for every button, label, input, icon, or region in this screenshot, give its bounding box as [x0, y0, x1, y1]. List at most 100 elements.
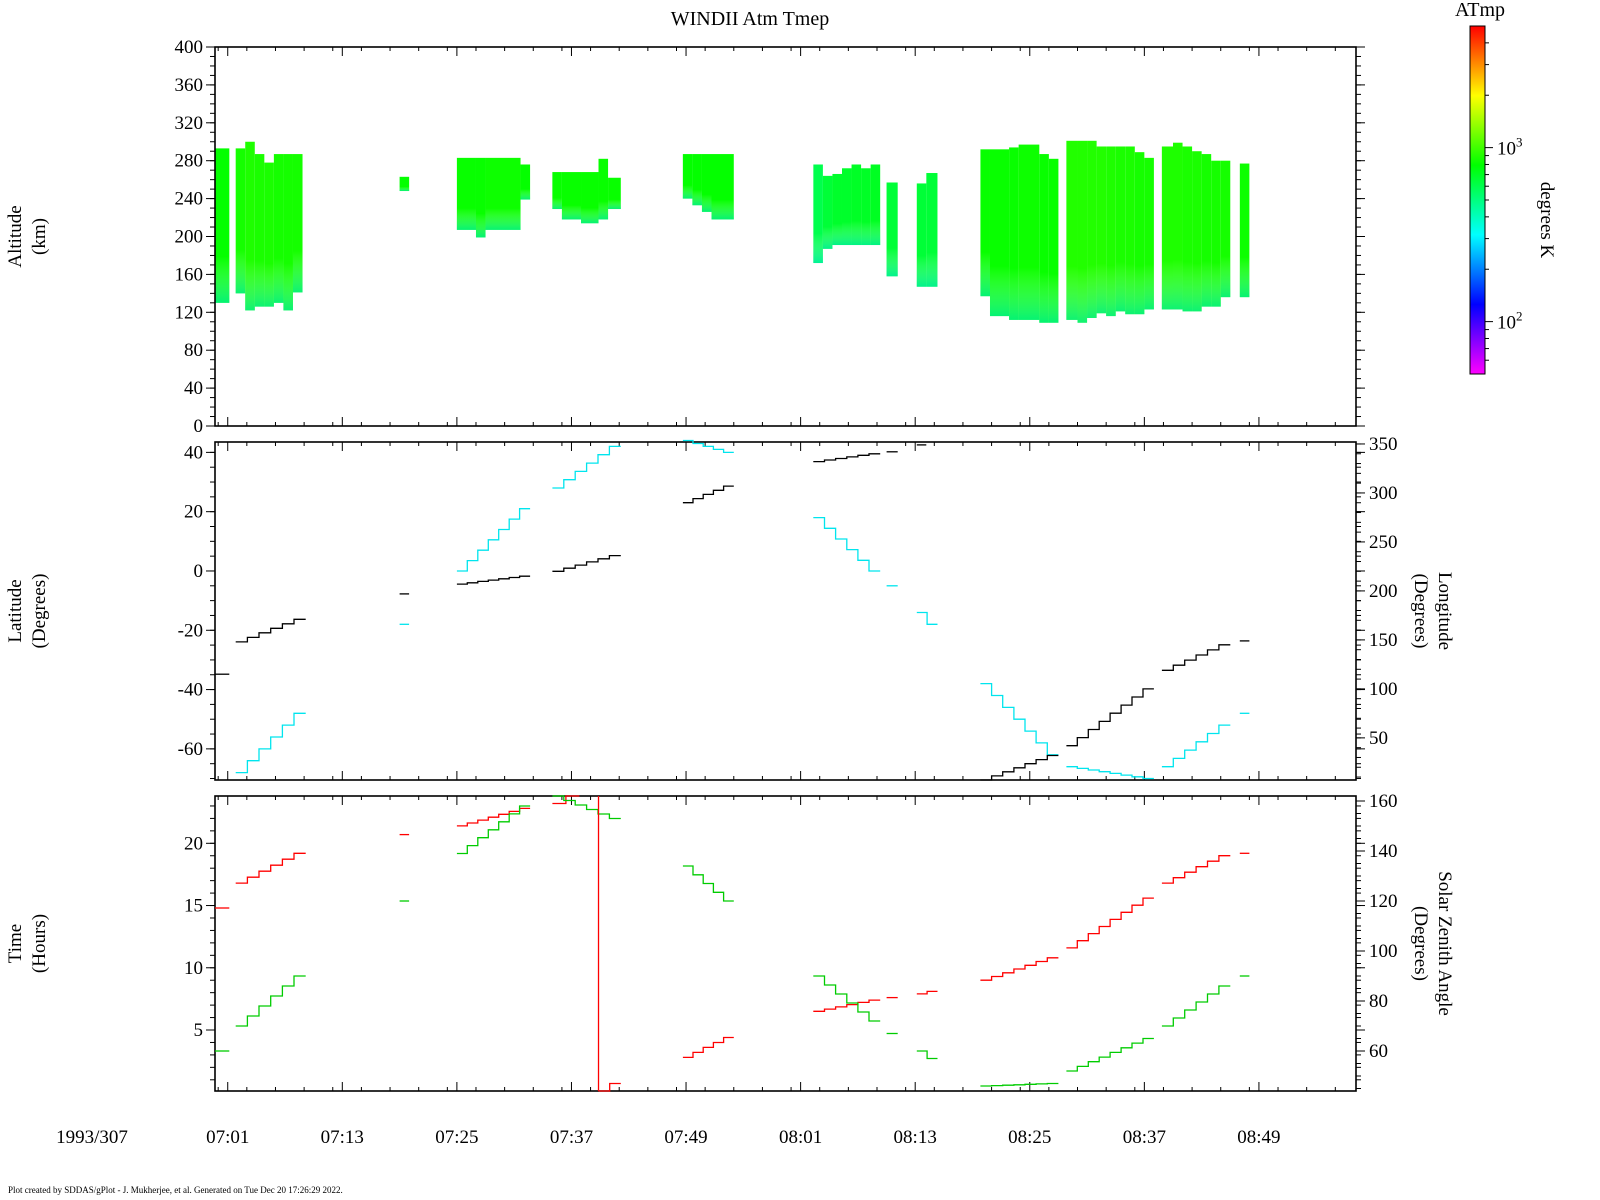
x-tick-label: 08:01 [779, 1127, 822, 1148]
heat-cell-shade [1134, 152, 1145, 315]
heat-cell-shade [1211, 160, 1221, 307]
colorbar-tick-exp: 3 [1516, 135, 1523, 150]
heat-cell-shade [822, 175, 833, 249]
latitude-trace [813, 516, 881, 572]
heat-cell-shade [1087, 140, 1097, 318]
colorbar-tick-base: 10 [1497, 139, 1516, 160]
heat-cell-shade [1125, 146, 1135, 315]
axis-label: Time (Hours) [5, 914, 50, 973]
date-label: 1993/307 [56, 1127, 128, 1148]
y-tick-label: 240 [175, 189, 204, 210]
y2-tick-label: 120 [1369, 891, 1398, 912]
latitude-trace [980, 682, 1059, 756]
heat-cell-shade [1182, 146, 1193, 312]
sza-trace [682, 865, 734, 902]
y2-tick-label: 350 [1369, 434, 1398, 455]
colorbar-title: ATmp [1455, 0, 1505, 21]
axis-label: Altitude (km) [5, 205, 50, 267]
colorbar-bar [1469, 25, 1486, 375]
local-time-trace [456, 807, 531, 827]
y2-tick-label: 200 [1369, 581, 1398, 602]
longitude-trace [552, 554, 621, 572]
y-tick-label: 15 [184, 896, 203, 917]
y-tick-label: 0 [194, 561, 204, 582]
latitude-panel: 40200-20-40-6035030025020015010050Latitu… [5, 434, 1455, 781]
latitude-trace [456, 508, 531, 572]
plot-frame [214, 795, 1357, 1092]
heat-cell-shade [1239, 163, 1250, 298]
axis-label: Solar Zenith Angle(Degrees) [1410, 871, 1455, 1016]
local-time-trace [598, 1082, 621, 1092]
heat-cell-shade [245, 141, 255, 311]
y-tick-label: 200 [175, 227, 204, 248]
axis-label: Longitude(Degrees) [1410, 572, 1455, 650]
time-axis: 07:01 07:13 07:25 07:37 07:49 08:01 08:13 08:25… [206, 1127, 1280, 1148]
heat-cell-shade [916, 183, 927, 287]
heat-cell-shade [1115, 146, 1126, 312]
sza-trace [980, 1082, 1059, 1087]
heat-cell-shade [254, 154, 265, 307]
local-time-trace [235, 852, 306, 884]
heat-cell-shade [608, 177, 621, 210]
heat-cell-shade [1144, 157, 1154, 310]
y2-tick-label: 100 [1369, 941, 1398, 962]
heat-cell-shade [1009, 147, 1019, 320]
heat-cell-shade [682, 154, 693, 199]
y-tick-label: -40 [178, 680, 203, 701]
heat-cell-shade [235, 148, 246, 294]
heat-cell-shade [980, 149, 990, 297]
heat-cell-shade [485, 157, 521, 230]
latitude-trace [552, 445, 621, 489]
y-tick-label: -60 [178, 739, 203, 760]
sza-trace [235, 975, 306, 1027]
colorbar-tick-label: 102 [1497, 309, 1523, 334]
longitude-trace [682, 485, 734, 504]
sza-trace [916, 1050, 938, 1060]
heat-cell-shade [1066, 140, 1078, 320]
y-tick-label: 20 [184, 833, 203, 854]
heat-cell-shade [399, 176, 410, 192]
y-tick-label: 280 [175, 151, 204, 172]
y2-tick-label: 60 [1369, 1041, 1388, 1062]
colorbar-label: degrees K [1536, 182, 1557, 259]
axis-label-line: Time [5, 924, 26, 963]
heat-cell-shade [475, 157, 486, 238]
y-tick-label: 20 [184, 502, 203, 523]
heat-cell-shade [841, 168, 852, 246]
sza-trace [552, 795, 621, 820]
y-tick-label: 320 [175, 113, 204, 134]
y2-tick-label: 100 [1369, 679, 1398, 700]
axis-label-line: Altitude [5, 205, 26, 267]
colorbar-tick-label: 103 [1497, 135, 1523, 160]
y2-tick-label: 50 [1369, 728, 1388, 749]
heat-cell-shade [851, 164, 862, 246]
local-time-trace [916, 990, 938, 995]
y-tick-label: 40 [184, 378, 203, 399]
heat-cell-shade [1106, 146, 1116, 317]
y-tick-label: 5 [194, 1020, 204, 1041]
axis-label-line: Solar Zenith Angle [1434, 871, 1455, 1016]
colorbar-tick-base: 10 [1497, 313, 1516, 334]
local-time-trace [1066, 897, 1154, 949]
axis-label-line: Latitude [5, 579, 26, 642]
time-panel: 20 15 10 5 160 140 120 100 80 60 Time (Hours) Solar … [5, 791, 1455, 1092]
heat-cell-shade [832, 173, 842, 246]
colorbar-tick-exp: 2 [1516, 309, 1523, 324]
sza-trace [813, 975, 881, 1022]
heat-cell-shade [292, 154, 303, 293]
latitude-trace [1066, 766, 1154, 780]
x-tick-label: 07:01 [206, 1127, 249, 1148]
axis-label-line: Longitude [1434, 572, 1455, 650]
heat-cell-shade [1192, 151, 1202, 312]
heat-cell-shade [813, 164, 823, 264]
longitude-trace [980, 754, 1059, 781]
latitude-trace [235, 712, 306, 774]
plot-frame [214, 441, 1357, 781]
heat-cell-shade [1220, 160, 1231, 298]
y-tick-label: 160 [175, 264, 204, 285]
x-tick-label: 08:49 [1237, 1127, 1280, 1148]
axis-label-line: (km) [29, 218, 50, 255]
y-tick-label: 400 [175, 37, 204, 58]
